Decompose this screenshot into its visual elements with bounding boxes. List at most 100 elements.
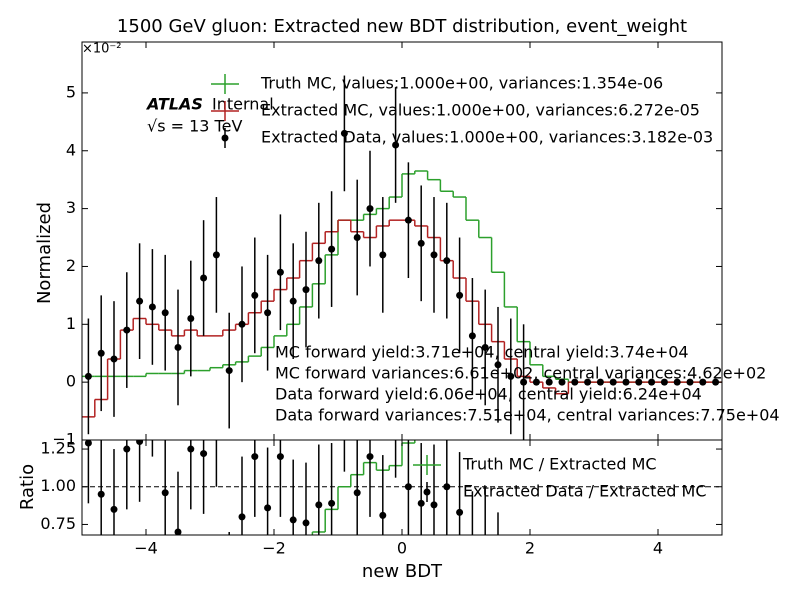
annotation: Data forward yield:6.06e+04, central yie… xyxy=(275,385,702,404)
data-point xyxy=(187,445,195,453)
x-tick-label: 4 xyxy=(653,539,663,558)
data-point xyxy=(149,393,156,400)
x-axis-label: new BDT xyxy=(362,561,443,582)
data-point xyxy=(379,511,387,519)
data-point xyxy=(660,378,668,386)
annotation: MC forward yield:3.71e+04, central yield… xyxy=(275,343,689,362)
legend-label: Truth MC / Extracted MC xyxy=(462,455,657,474)
legend-label: Extracted Data / Extracted MC xyxy=(463,482,707,501)
data-point xyxy=(97,490,105,498)
data-point xyxy=(495,569,502,576)
data-point xyxy=(584,378,592,386)
data-point xyxy=(456,508,464,516)
y-tick-label: 1 xyxy=(66,314,76,333)
data-point xyxy=(366,453,374,461)
data-point xyxy=(289,516,297,524)
x-tick-label: −2 xyxy=(262,539,286,558)
x-tick-label: 2 xyxy=(525,539,535,558)
data-point xyxy=(123,445,131,453)
data-point xyxy=(276,453,284,461)
data-point xyxy=(353,489,361,497)
data-point xyxy=(545,378,553,386)
data-point xyxy=(302,286,310,294)
legend-label: Extracted MC, values:1.000e+00, variance… xyxy=(261,101,700,120)
data-point xyxy=(187,315,195,323)
ratio-y-axis-label: Ratio xyxy=(17,464,38,510)
data-point xyxy=(379,251,387,259)
data-point xyxy=(161,309,169,317)
data-point xyxy=(494,361,502,369)
data-point xyxy=(302,519,310,527)
data-point xyxy=(482,544,489,551)
data-point xyxy=(532,378,540,386)
main-plot xyxy=(82,75,722,440)
data-point xyxy=(264,504,272,512)
data-point xyxy=(238,320,246,328)
data-point xyxy=(430,501,438,509)
data-point xyxy=(200,274,208,282)
data-point xyxy=(366,205,374,213)
data-point xyxy=(225,367,233,375)
data-point xyxy=(469,548,476,555)
data-point xyxy=(520,378,528,386)
data-point xyxy=(392,141,400,149)
data-point xyxy=(123,326,131,334)
data-point xyxy=(596,378,604,386)
data-point xyxy=(609,378,617,386)
data-point xyxy=(97,349,105,357)
data-point xyxy=(110,505,118,513)
legend-label: Truth MC, values:1.000e+00, variances:1.… xyxy=(260,74,663,93)
data-point xyxy=(417,239,425,247)
y-multiplier: ×10⁻² xyxy=(82,42,122,57)
data-point xyxy=(213,423,220,430)
data-point xyxy=(673,378,681,386)
data-point xyxy=(404,216,412,224)
data-point xyxy=(456,291,464,299)
x-tick-label: 0 xyxy=(397,539,407,558)
data-point xyxy=(430,251,438,259)
ratio-plot xyxy=(82,393,722,596)
data-point xyxy=(289,297,297,305)
data-point xyxy=(353,234,361,242)
data-point xyxy=(276,268,284,276)
data-point xyxy=(558,378,566,386)
y-tick-label: 0 xyxy=(66,372,76,391)
y-tick-label: −1 xyxy=(52,430,76,449)
legend-label: Extracted Data, values:1.000e+00, varian… xyxy=(261,128,713,147)
x-tick-label: −4 xyxy=(134,539,158,558)
data-point xyxy=(417,499,425,507)
y-tick-label: 4 xyxy=(66,140,76,159)
legend-swatch xyxy=(221,134,229,142)
data-point xyxy=(226,589,233,596)
data-point xyxy=(212,251,220,259)
data-point xyxy=(200,450,208,458)
data-point xyxy=(328,499,336,507)
data-point xyxy=(468,332,476,340)
data-point xyxy=(84,372,92,380)
data-point xyxy=(648,378,656,386)
data-point xyxy=(443,483,451,491)
data-point xyxy=(148,303,156,311)
data-point xyxy=(110,355,118,363)
data-point xyxy=(251,453,259,461)
y-tick-label: 5 xyxy=(66,82,76,101)
data-point xyxy=(622,378,630,386)
data-point xyxy=(264,309,272,317)
y-tick-label: 2 xyxy=(66,256,76,275)
data-point xyxy=(328,245,336,253)
data-point xyxy=(443,257,451,265)
data-point xyxy=(315,257,323,265)
data-point xyxy=(635,378,643,386)
data-point xyxy=(315,501,323,509)
data-point xyxy=(571,378,579,386)
data-point xyxy=(481,343,489,351)
data-point xyxy=(174,528,182,535)
data-point xyxy=(161,489,169,497)
data-point xyxy=(686,378,694,386)
data-point xyxy=(340,129,348,137)
data-point xyxy=(699,378,707,386)
data-point xyxy=(251,291,259,299)
atlas-label: ATLAS xyxy=(145,95,203,114)
y-tick-label: 1.25 xyxy=(40,439,76,458)
